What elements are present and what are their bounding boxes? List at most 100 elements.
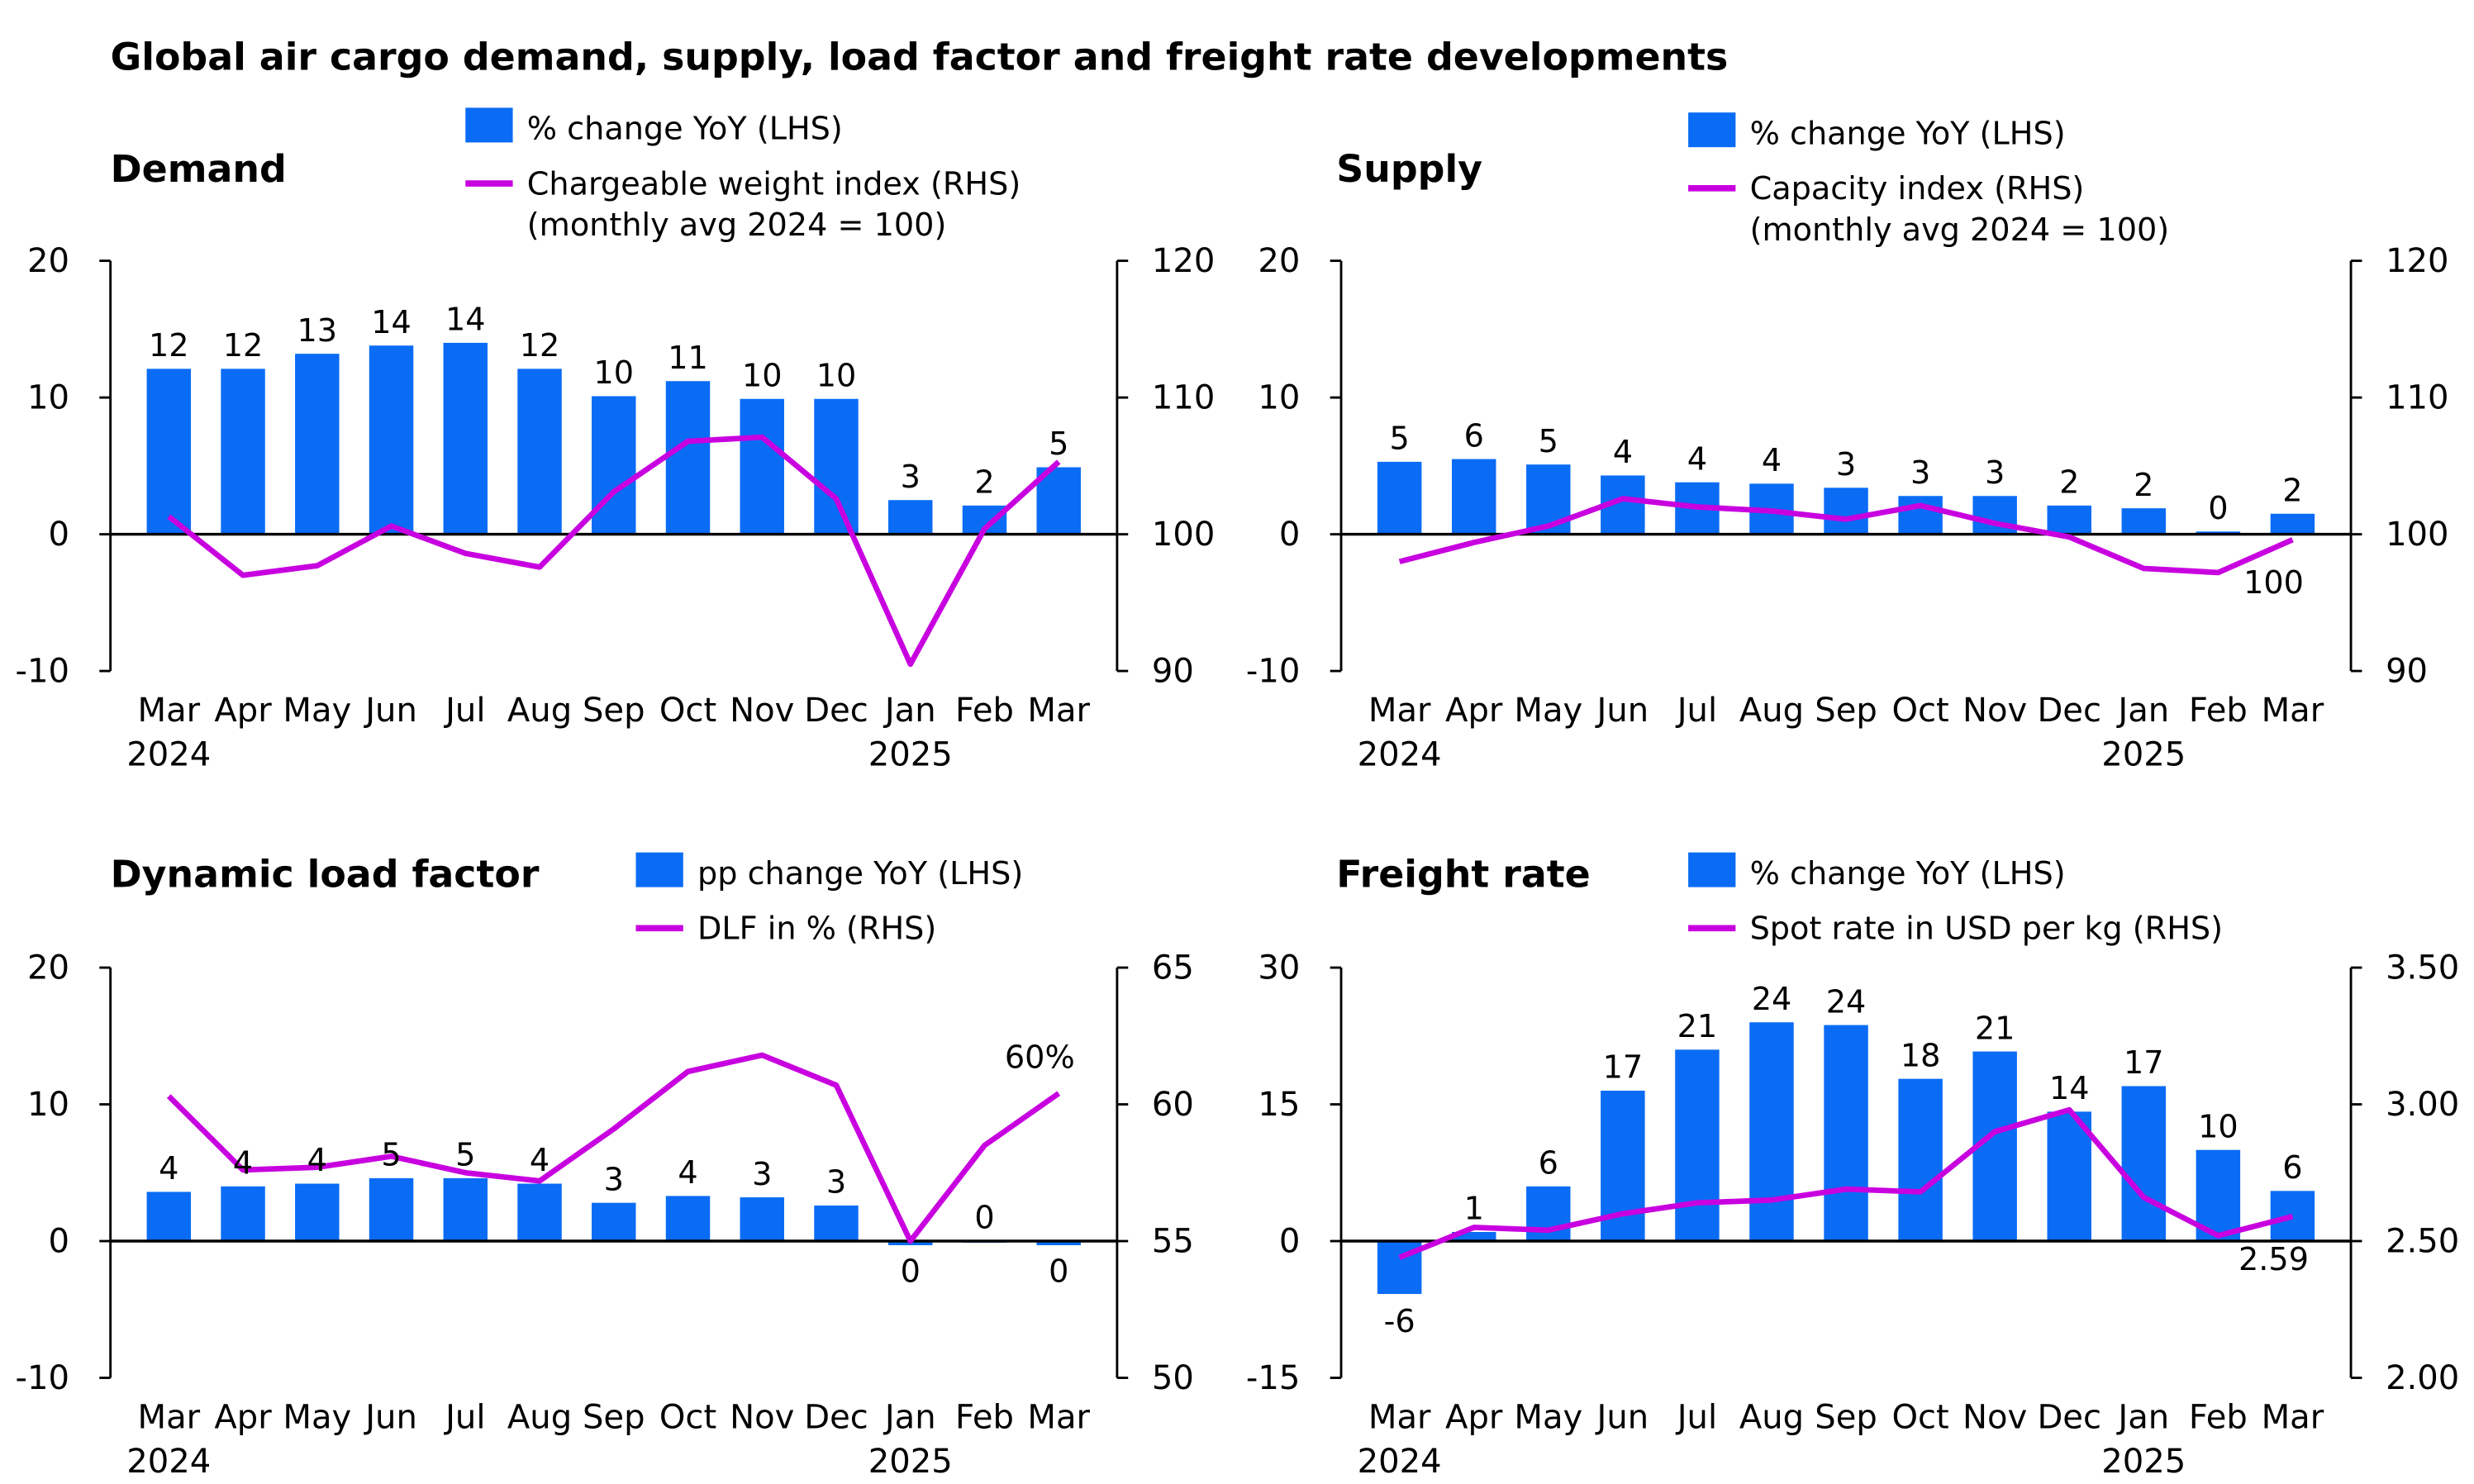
- bar-data-label: 14: [371, 305, 412, 341]
- line-series: [167, 434, 1061, 668]
- bar: [665, 1196, 711, 1242]
- bar: [295, 354, 340, 535]
- bar-data-label: 5: [1049, 426, 1068, 463]
- x-tick-label: Dec: [2037, 692, 2101, 730]
- right-tick-label: 2.50: [2386, 1222, 2459, 1260]
- panel-title: Demand: [111, 146, 287, 191]
- x-tick-label: Mar: [1368, 692, 1431, 730]
- x-year-label: 2024: [1358, 1443, 1442, 1481]
- panel-demand: Demand % change YoY (LHS) Chargeable weigh…: [16, 107, 1216, 774]
- bar-data-label: 3: [1836, 447, 1856, 483]
- right-tick-label: 100: [1152, 516, 1216, 554]
- x-year-label: 2025: [868, 1443, 953, 1481]
- right-tick-label: 120: [1152, 242, 1216, 280]
- right-tick-label: 65: [1152, 949, 1194, 987]
- bar: [1452, 1231, 1496, 1242]
- bar: [2270, 1191, 2315, 1242]
- legend-label-bar: % change YoY (LHS): [1750, 116, 2066, 152]
- bar-data-label: 4: [1613, 435, 1633, 471]
- x-year-label: 2025: [2101, 736, 2186, 774]
- bar-data-label: 6: [2282, 1150, 2302, 1187]
- bar: [221, 1186, 265, 1242]
- bar-data-label: 5: [381, 1138, 401, 1174]
- bar: [369, 345, 414, 535]
- bar-data-label: 3: [826, 1165, 846, 1201]
- panel-supply: Supply % change YoY (LHS) Capacity index (…: [1246, 112, 2449, 774]
- x-tick-label: Oct: [659, 1399, 716, 1437]
- x-tick-label: Apr: [1445, 692, 1503, 730]
- bar-data-label: 4: [159, 1151, 178, 1187]
- line-end-label: 60%: [1005, 1040, 1075, 1077]
- bar-data-label: 12: [223, 328, 264, 364]
- bar-data-label: 0: [974, 1201, 994, 1237]
- x-tick-label: Apr: [1445, 1399, 1503, 1437]
- legend-swatch-bar: [1688, 112, 1736, 148]
- bar-data-label: 3: [1985, 455, 2005, 492]
- legend-label-line: DLF in % (RHS): [697, 911, 936, 948]
- bar-data-label: 12: [149, 328, 189, 364]
- bar-data-label: 5: [1539, 424, 1558, 460]
- left-tick-label: -10: [1246, 652, 1300, 690]
- line-end-label: 100: [2243, 565, 2304, 602]
- left-tick-label: 10: [1258, 378, 1300, 416]
- x-tick-label: Jul: [443, 692, 485, 730]
- x-year-label: 2025: [868, 736, 953, 774]
- x-tick-label: Sep: [1815, 692, 1877, 730]
- x-tick-label: May: [1514, 1399, 1582, 1437]
- bar-data-label: 0: [901, 1254, 921, 1291]
- right-tick-label: 60: [1152, 1086, 1194, 1124]
- bar-data-label: 2: [974, 465, 994, 502]
- right-tick-label: 2.00: [2386, 1359, 2459, 1397]
- left-tick-label: 10: [27, 378, 69, 416]
- x-tick-label: May: [283, 1399, 351, 1437]
- x-tick-label: Oct: [1891, 692, 1948, 730]
- panel-title: Dynamic load factor: [111, 852, 540, 897]
- legend-swatch-bar: [465, 107, 513, 143]
- bar: [1036, 1241, 1081, 1245]
- bar-data-label: 3: [604, 1162, 624, 1198]
- left-tick-label: -15: [1246, 1359, 1300, 1397]
- x-tick-label: Dec: [804, 692, 868, 730]
- right-tick-label: 90: [2386, 652, 2428, 690]
- panel-title: Supply: [1336, 146, 1482, 191]
- x-tick-label: Sep: [583, 1399, 645, 1437]
- x-year-label: 2024: [126, 736, 211, 774]
- bar-data-label: 10: [593, 355, 634, 392]
- bar: [2047, 505, 2091, 535]
- x-tick-label: Feb: [2189, 692, 2248, 730]
- x-tick-label: Jan: [2115, 1399, 2169, 1437]
- legend-label-bar: pp change YoY (LHS): [697, 856, 1023, 892]
- bar-data-label: 4: [1762, 443, 1782, 479]
- right-tick-label: 90: [1152, 652, 1194, 690]
- bar-data-label: 4: [233, 1146, 253, 1182]
- bar-data-label: 1: [1464, 1191, 1484, 1228]
- x-tick-label: Nov: [730, 692, 794, 730]
- line-series: [1398, 1106, 2294, 1260]
- bar-data-label: 2: [2282, 473, 2302, 509]
- bar-data-label: 24: [1752, 982, 1792, 1018]
- bar-data-label: 0: [1049, 1254, 1068, 1291]
- bar-data-label: 10: [2198, 1109, 2238, 1145]
- x-tick-label: Feb: [955, 692, 1014, 730]
- left-tick-label: 10: [27, 1086, 69, 1124]
- bar: [1377, 461, 1422, 535]
- x-year-label: 2024: [1358, 736, 1442, 774]
- bar: [146, 1191, 192, 1242]
- bar-data-label: 13: [297, 313, 338, 350]
- legend-swatch-bar: [1688, 852, 1736, 887]
- left-tick-label: 20: [27, 242, 69, 280]
- x-tick-label: Aug: [1739, 692, 1804, 730]
- x-tick-label: Dec: [804, 1399, 868, 1437]
- x-tick-label: Jan: [2115, 692, 2169, 730]
- legend-label-line-2: (monthly avg 2024 = 100): [527, 207, 947, 244]
- left-tick-label: 20: [1258, 242, 1300, 280]
- x-tick-label: Aug: [507, 1399, 572, 1437]
- bar: [1898, 496, 1943, 535]
- right-tick-label: 55: [1152, 1222, 1194, 1260]
- x-year-label: 2025: [2101, 1443, 2186, 1481]
- bar-data-label: 21: [1677, 1009, 1718, 1045]
- x-tick-label: May: [283, 692, 351, 730]
- bar: [1452, 459, 1496, 535]
- bar: [665, 381, 711, 535]
